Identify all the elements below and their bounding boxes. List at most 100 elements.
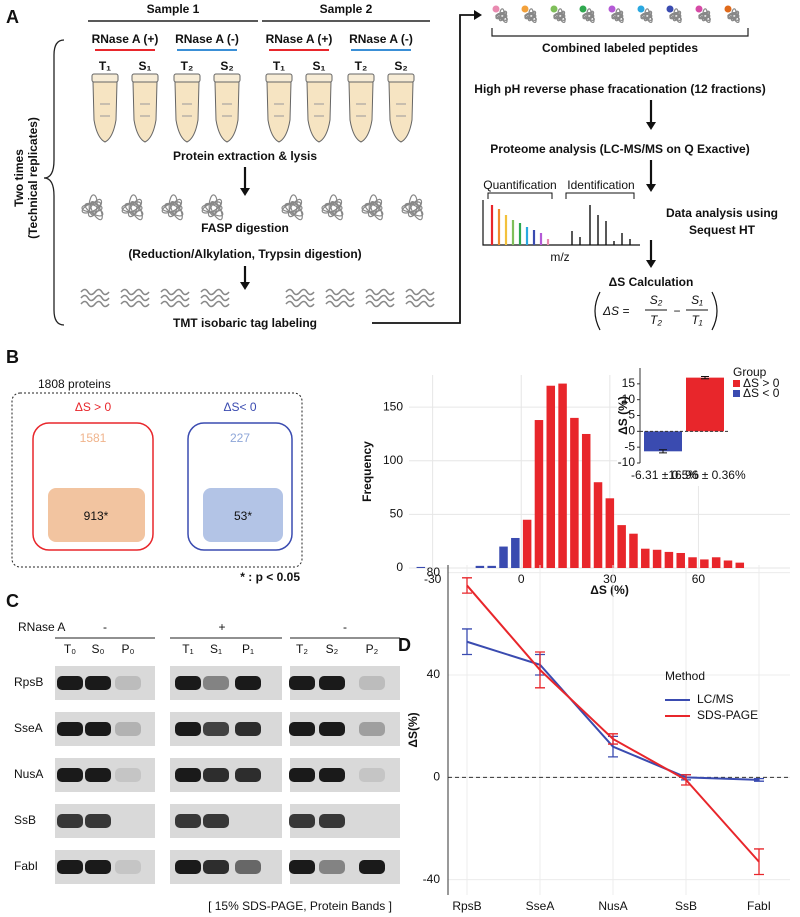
histogram-bar — [664, 551, 674, 568]
spectrum-axis — [482, 200, 640, 246]
error-bar — [462, 628, 472, 656]
step-label: (Reduction/Alkylation, Trypsin digestion… — [128, 247, 361, 261]
tube — [266, 81, 292, 143]
condition-label: RNase A (-) — [175, 32, 239, 46]
protein-label: RpsB — [14, 675, 43, 689]
legend-title: Group — [733, 365, 767, 379]
spectrum-axis: m/z — [550, 250, 569, 264]
step-label: Combined labeled peptides — [542, 41, 698, 55]
tube-cap — [347, 73, 375, 83]
peptide — [325, 300, 355, 308]
gel-band — [57, 860, 83, 874]
peptide — [405, 294, 435, 302]
bracket — [491, 28, 749, 37]
gel-band — [319, 814, 345, 828]
arrow-head — [646, 184, 656, 192]
y-tick-label: 0 — [396, 560, 403, 574]
y-tick-label: 0 — [628, 424, 635, 438]
legend-title: Method — [665, 669, 705, 683]
y-axis-title: Frequency — [360, 441, 374, 502]
group-title: ΔS > 0 — [75, 400, 112, 414]
peptide — [285, 300, 315, 308]
tube-cap — [91, 73, 119, 83]
replicate-note: (Technical replicates) — [26, 117, 40, 239]
gel-band — [175, 768, 201, 782]
gel-band — [319, 768, 345, 782]
error-bar — [608, 733, 618, 745]
tube-cap — [265, 73, 293, 83]
lane-label: T₁ — [182, 642, 193, 656]
gel-band — [175, 722, 201, 736]
x-tick-label: SseA — [526, 899, 555, 913]
bar — [644, 431, 682, 452]
tmt-tag — [666, 5, 674, 13]
gel-band — [203, 814, 229, 828]
histogram-bar — [499, 546, 508, 568]
x-axis-title: ΔS (%) — [590, 583, 629, 597]
protein-blob — [401, 201, 422, 214]
histogram-bar — [558, 383, 567, 568]
histogram-bar — [629, 533, 638, 568]
gel-band — [235, 722, 261, 736]
histogram-bar — [546, 385, 556, 568]
protein-blob — [329, 201, 343, 221]
peptide — [325, 294, 355, 302]
protein-blob — [495, 12, 507, 20]
tmt-tag — [550, 5, 558, 13]
x-tick-label: SsB — [675, 899, 697, 913]
treatment-label: RNase A — [18, 620, 65, 634]
peptide — [80, 300, 110, 308]
panel-label: A — [6, 7, 19, 27]
protein-blob — [698, 12, 710, 20]
gel-band — [203, 768, 229, 782]
protein-label: SsB — [14, 813, 36, 827]
histogram-bar — [652, 549, 662, 568]
histogram-bar — [534, 420, 544, 568]
x-tick-label: RpsB — [452, 899, 481, 913]
gel-band — [203, 676, 229, 690]
histogram-bar — [676, 552, 685, 568]
formula: T₁ — [691, 313, 702, 327]
gel-band — [115, 722, 141, 736]
gel-band — [359, 768, 385, 782]
protein-blob — [643, 10, 653, 22]
peptide — [200, 300, 230, 308]
protein-blob — [556, 10, 566, 22]
histogram-bar — [700, 559, 709, 568]
lane-label: S₀ — [92, 642, 105, 656]
peptide — [200, 288, 230, 296]
tmt-tag — [637, 5, 645, 13]
protein-blob — [289, 201, 303, 221]
arrow-head — [646, 260, 656, 268]
histogram-bar — [688, 557, 697, 568]
formula: − — [673, 304, 680, 318]
gel-band — [289, 768, 315, 782]
lane-label: T₂ — [296, 642, 308, 656]
histogram-bar — [522, 519, 532, 568]
y-tick-label: 150 — [383, 399, 403, 413]
protein-blob — [321, 201, 342, 214]
tube-label: S₁ — [139, 59, 152, 73]
y-axis-title: ΔS(%) — [406, 712, 420, 747]
error-bar — [701, 375, 709, 380]
peptide — [365, 288, 395, 296]
protein-blob — [730, 10, 740, 22]
y-tick-label: -10 — [618, 455, 636, 469]
peptide — [80, 294, 110, 302]
gel-band — [57, 768, 83, 782]
step-label: TMT isobaric tag labeling — [173, 316, 317, 330]
protein-blob — [527, 10, 537, 22]
protein-blob — [201, 201, 222, 214]
error-bar — [754, 777, 764, 782]
histogram-bar — [570, 417, 579, 568]
tube — [214, 81, 240, 143]
connector — [372, 14, 474, 324]
tmt-tag — [579, 5, 587, 13]
peptide — [80, 288, 110, 296]
formula: S₂ — [650, 293, 663, 307]
tmt-tag — [724, 5, 732, 13]
formula: T₂ — [650, 313, 662, 327]
y-tick-label: 5 — [628, 408, 635, 422]
y-tick-label: -5 — [624, 439, 635, 453]
legend-label: SDS-PAGE — [697, 708, 758, 722]
